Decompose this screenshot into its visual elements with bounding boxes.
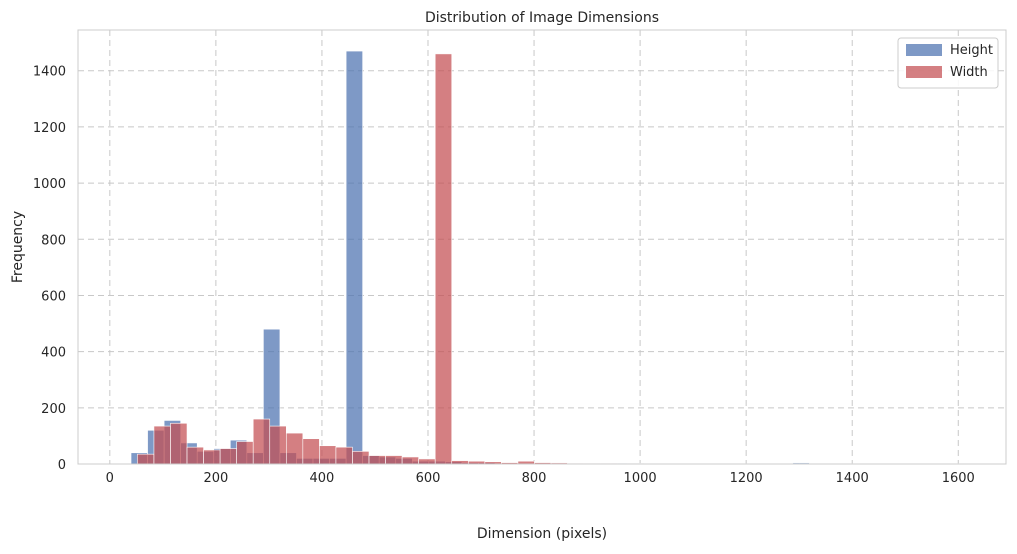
x-axis-label: Dimension (pixels) [477,526,607,542]
bar-width [270,426,287,464]
bar-width [386,456,403,464]
x-tick-label: 1000 [624,471,657,486]
bar-width [336,447,353,464]
legend-swatch-height [906,44,942,56]
legend-swatch-width [906,66,942,78]
bar-width [435,54,452,464]
bar-width [253,419,270,464]
x-tick-label: 1200 [730,471,763,486]
bar-width [303,439,320,464]
bar-width [204,450,221,464]
y-tick-label: 0 [58,458,66,473]
y-tick-label: 1000 [33,177,66,192]
y-tick-label: 1200 [33,121,66,136]
bar-width [352,451,369,464]
legend: Height Width [898,38,998,88]
x-tick-label: 1400 [836,471,869,486]
bar-width [170,423,187,464]
bar-width [137,454,154,464]
x-tick-label: 1600 [942,471,975,486]
bar-width [220,449,237,464]
legend-label-width: Width [950,65,988,80]
bar-width [452,461,469,464]
x-tick-label: 200 [203,471,228,486]
bar-width [419,459,436,464]
chart-title: Distribution of Image Dimensions [425,10,659,26]
y-tick-label: 600 [41,289,66,304]
plot-area-background [78,30,1006,464]
bar-width [369,456,386,464]
bar-width [237,442,254,464]
x-tick-label: 600 [416,471,441,486]
bar-height [346,51,363,464]
legend-label-height: Height [950,43,993,58]
bar-width [286,433,303,464]
y-axis-label: Frequency [10,211,26,283]
x-tick-label: 0 [106,471,114,486]
x-tick-label: 800 [522,471,547,486]
y-tick-label: 200 [41,402,66,417]
bar-width [319,446,336,464]
y-tick-label: 800 [41,233,66,248]
bar-width [187,447,204,464]
x-tick-label: 400 [310,471,335,486]
y-tick-label: 1400 [33,65,66,80]
bar-width [402,457,419,464]
y-tick-label: 400 [41,346,66,361]
bar-width [154,426,171,464]
